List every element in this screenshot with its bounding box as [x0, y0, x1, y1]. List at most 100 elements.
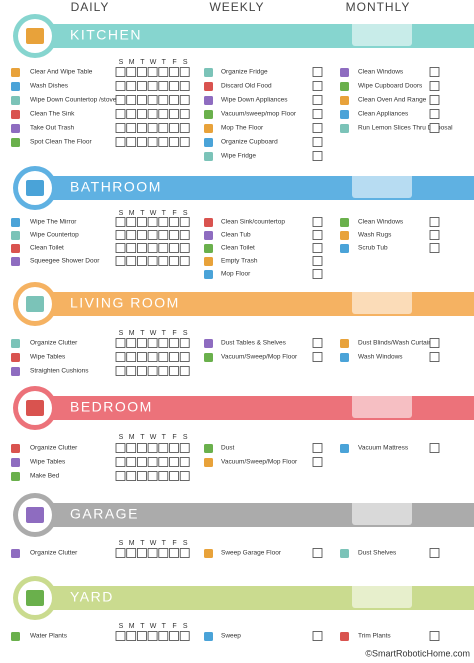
daily-checkbox[interactable] [179, 123, 190, 133]
daily-checkbox[interactable] [115, 123, 126, 133]
daily-checkbox[interactable] [126, 230, 137, 240]
daily-checkbox[interactable] [115, 366, 126, 376]
daily-checkbox[interactable] [126, 109, 137, 119]
daily-checkbox[interactable] [126, 217, 137, 227]
weekly-checkbox[interactable] [312, 548, 323, 558]
daily-checkbox[interactable] [115, 338, 126, 348]
monthly-checkbox[interactable] [429, 95, 440, 105]
daily-checkbox[interactable] [136, 256, 147, 266]
daily-checkbox[interactable] [169, 471, 179, 481]
daily-checkbox[interactable] [136, 471, 147, 481]
daily-checkbox[interactable] [136, 67, 147, 77]
daily-checkbox[interactable] [169, 256, 179, 266]
weekly-checkbox[interactable] [312, 269, 323, 279]
daily-checkbox[interactable] [136, 457, 147, 467]
daily-checkbox[interactable] [169, 109, 179, 119]
daily-checkbox[interactable] [147, 352, 158, 362]
daily-checkbox[interactable] [179, 443, 190, 453]
daily-checkbox[interactable] [147, 95, 158, 105]
daily-checkbox[interactable] [169, 95, 179, 105]
daily-checkbox[interactable] [169, 352, 179, 362]
daily-checkbox[interactable] [179, 137, 190, 147]
daily-checkbox[interactable] [169, 366, 179, 376]
monthly-checkbox[interactable] [429, 243, 440, 253]
daily-checkbox[interactable] [126, 338, 137, 348]
daily-checkbox[interactable] [169, 243, 179, 253]
daily-checkbox[interactable] [115, 256, 126, 266]
daily-checkbox[interactable] [169, 631, 179, 641]
daily-checkbox[interactable] [169, 230, 179, 240]
daily-checkbox[interactable] [147, 256, 158, 266]
daily-checkbox[interactable] [136, 109, 147, 119]
monthly-checkbox[interactable] [429, 338, 440, 348]
daily-checkbox[interactable] [147, 137, 158, 147]
daily-checkbox[interactable] [147, 230, 158, 240]
monthly-checkbox[interactable] [429, 81, 440, 91]
daily-checkbox[interactable] [147, 109, 158, 119]
weekly-checkbox[interactable] [312, 243, 323, 253]
daily-checkbox[interactable] [126, 256, 137, 266]
weekly-checkbox[interactable] [312, 123, 323, 133]
daily-checkbox[interactable] [115, 95, 126, 105]
monthly-checkbox[interactable] [429, 230, 440, 240]
daily-checkbox[interactable] [126, 548, 137, 558]
monthly-checkbox[interactable] [429, 217, 440, 227]
daily-checkbox[interactable] [179, 217, 190, 227]
weekly-checkbox[interactable] [312, 151, 323, 161]
daily-checkbox[interactable] [179, 109, 190, 119]
weekly-checkbox[interactable] [312, 230, 323, 240]
daily-checkbox[interactable] [169, 443, 179, 453]
daily-checkbox[interactable] [179, 631, 190, 641]
daily-checkbox[interactable] [126, 95, 137, 105]
daily-checkbox[interactable] [158, 338, 169, 348]
daily-checkbox[interactable] [169, 137, 179, 147]
daily-checkbox[interactable] [169, 67, 179, 77]
daily-checkbox[interactable] [179, 95, 190, 105]
daily-checkbox[interactable] [158, 548, 169, 558]
daily-checkbox[interactable] [115, 352, 126, 362]
daily-checkbox[interactable] [179, 81, 190, 91]
daily-checkbox[interactable] [147, 443, 158, 453]
daily-checkbox[interactable] [158, 256, 169, 266]
daily-checkbox[interactable] [169, 338, 179, 348]
daily-checkbox[interactable] [136, 243, 147, 253]
daily-checkbox[interactable] [126, 471, 137, 481]
daily-checkbox[interactable] [179, 352, 190, 362]
daily-checkbox[interactable] [147, 548, 158, 558]
weekly-checkbox[interactable] [312, 352, 323, 362]
daily-checkbox[interactable] [136, 230, 147, 240]
daily-checkbox[interactable] [179, 366, 190, 376]
daily-checkbox[interactable] [179, 548, 190, 558]
daily-checkbox[interactable] [136, 631, 147, 641]
daily-checkbox[interactable] [169, 81, 179, 91]
monthly-checkbox[interactable] [429, 123, 440, 133]
daily-checkbox[interactable] [136, 81, 147, 91]
daily-checkbox[interactable] [179, 230, 190, 240]
daily-checkbox[interactable] [126, 366, 137, 376]
weekly-checkbox[interactable] [312, 457, 323, 467]
daily-checkbox[interactable] [115, 457, 126, 467]
daily-checkbox[interactable] [126, 443, 137, 453]
daily-checkbox[interactable] [147, 67, 158, 77]
daily-checkbox[interactable] [169, 548, 179, 558]
daily-checkbox[interactable] [115, 631, 126, 641]
daily-checkbox[interactable] [169, 457, 179, 467]
monthly-checkbox[interactable] [429, 443, 440, 453]
daily-checkbox[interactable] [158, 137, 169, 147]
daily-checkbox[interactable] [126, 243, 137, 253]
daily-checkbox[interactable] [115, 243, 126, 253]
daily-checkbox[interactable] [158, 95, 169, 105]
daily-checkbox[interactable] [115, 81, 126, 91]
daily-checkbox[interactable] [136, 338, 147, 348]
daily-checkbox[interactable] [147, 457, 158, 467]
weekly-checkbox[interactable] [312, 137, 323, 147]
daily-checkbox[interactable] [147, 123, 158, 133]
weekly-checkbox[interactable] [312, 443, 323, 453]
daily-checkbox[interactable] [115, 548, 126, 558]
daily-checkbox[interactable] [147, 81, 158, 91]
daily-checkbox[interactable] [115, 137, 126, 147]
daily-checkbox[interactable] [136, 548, 147, 558]
daily-checkbox[interactable] [115, 230, 126, 240]
monthly-checkbox[interactable] [429, 109, 440, 119]
daily-checkbox[interactable] [147, 366, 158, 376]
